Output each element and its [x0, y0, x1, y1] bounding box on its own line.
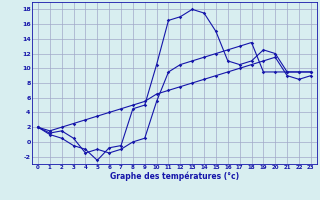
X-axis label: Graphe des températures (°c): Graphe des températures (°c)	[110, 172, 239, 181]
